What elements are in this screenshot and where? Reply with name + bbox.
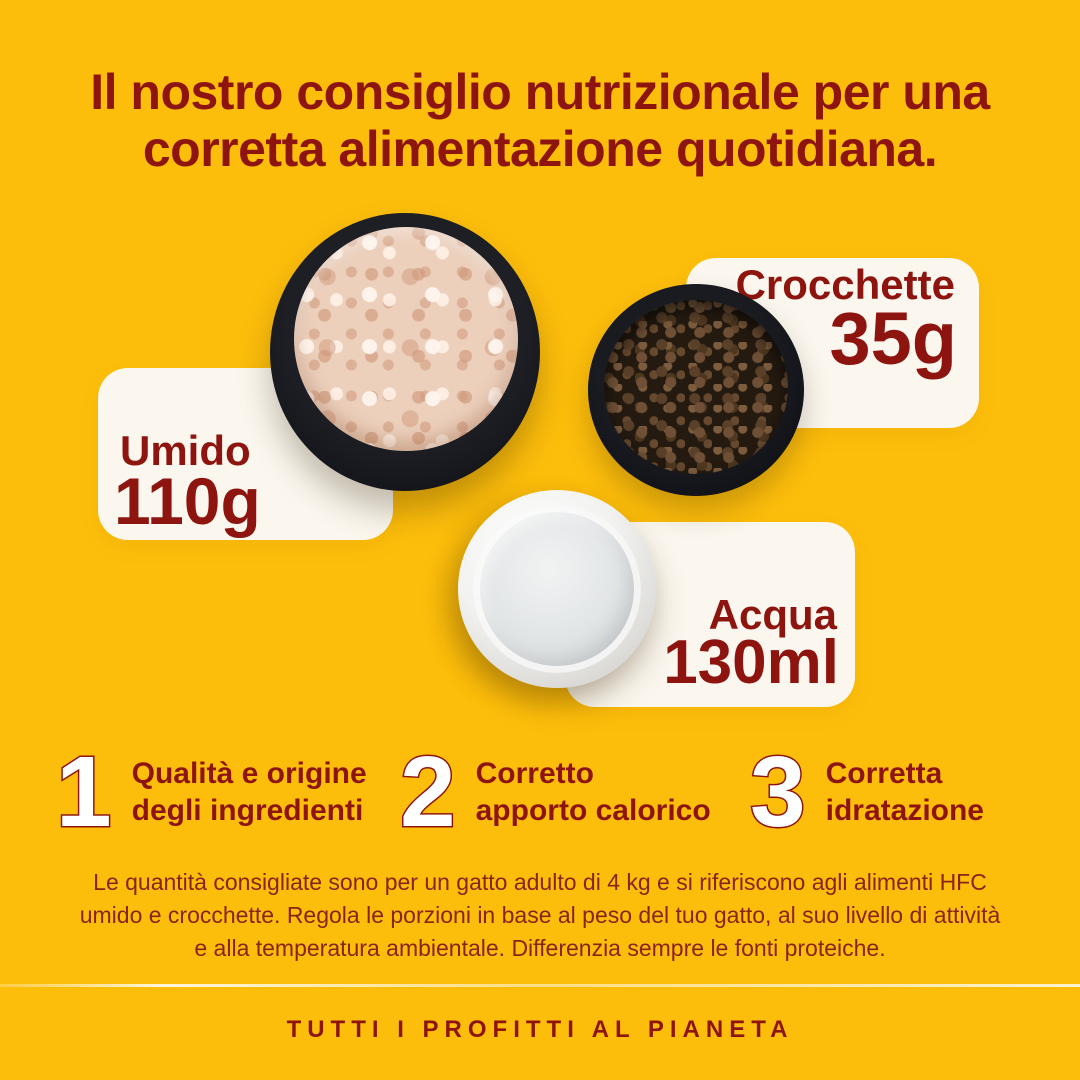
page-title: Il nostro consiglio nutrizionale per una… (0, 64, 1080, 178)
nutrition-point-2: 2 Corretto apporto calorico (399, 736, 711, 848)
footer-slogan: TUTTI I PROFITTI AL PIANETA (286, 1016, 794, 1043)
disclaimer-line3: e alla temperatura ambientale. Differenz… (194, 935, 886, 961)
umido-label: Umido (120, 427, 251, 474)
point-3-number: 3 (749, 736, 808, 848)
nutrition-point-3: 3 Corretta idratazione (749, 736, 984, 848)
crocchette-label: Crocchette (735, 261, 955, 308)
wet-food-bowl (270, 213, 540, 491)
disclaimer-line2: umido e crocchette. Regola le porzioni i… (79, 902, 1001, 928)
point-1-label-line1: Qualità e origine (131, 757, 367, 790)
footer-divider (0, 984, 1080, 987)
point-3-label: Corretta idratazione (826, 755, 984, 829)
point-2-label-line2: apporto calorico (475, 794, 711, 827)
water-bowl (458, 490, 656, 688)
page-title-line2: corretta alimentazione quotidiana. (142, 121, 938, 177)
point-1-label: Qualità e origine degli ingredienti (132, 755, 367, 829)
crocchette-amount: 35g (829, 297, 957, 380)
point-2-label: Corretto apporto calorico (476, 755, 711, 829)
point-1-label-line2: degli ingredienti (131, 794, 364, 827)
point-2-label-line1: Corretto (475, 757, 594, 790)
acqua-amount: 130ml (663, 628, 839, 697)
point-1-number: 1 (55, 736, 114, 848)
wet-food-photo (294, 227, 518, 451)
nutrition-point-1: 1 Qualità e origine degli ingredienti (55, 736, 367, 848)
page-title-line1: Il nostro consiglio nutrizionale per una (90, 64, 990, 120)
point-3-label-line1: Corretta (825, 757, 943, 790)
kibble-photo (604, 300, 788, 474)
water-photo (473, 505, 641, 673)
disclaimer-line1: Le quantità consigliate sono per un gatt… (93, 869, 987, 895)
umido-amount: 110g (114, 464, 261, 538)
kibble-bowl (588, 284, 804, 496)
point-3-label-line2: idratazione (825, 794, 984, 827)
acqua-label: Acqua (708, 591, 837, 638)
point-2-number: 2 (399, 736, 458, 848)
disclaimer-text: Le quantità consigliate sono per un gatt… (0, 866, 1080, 965)
